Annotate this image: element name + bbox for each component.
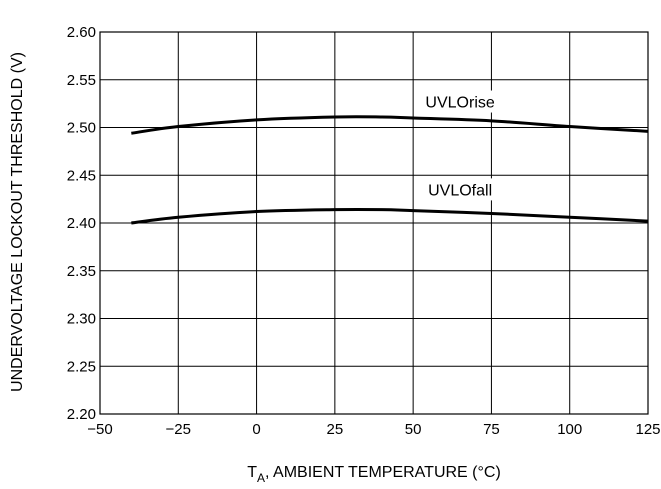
grid [100,32,648,414]
y-tick-label: 2.25 [67,358,96,375]
y-tick-label: 2.60 [67,24,96,41]
series-line-UVLOrise [131,115,649,135]
x-tick-label: −50 [87,421,112,438]
series-label-UVLOfall: UVLOfall [428,182,492,199]
x-axis-title: TA, AMBIENT TEMPERATURE (°C) [247,464,501,485]
series-labels: UVLOrise UVLOfall [418,90,503,201]
y-tick-label: 2.40 [67,215,96,232]
series-label-bg [418,90,503,113]
x-tick-label: 100 [557,421,582,438]
series-group [131,115,649,225]
x-tick-label: 50 [405,421,422,438]
y-tick-label: 2.30 [67,311,96,328]
y-tick-label: 2.45 [67,167,96,184]
y-tick-label: 2.35 [67,263,96,280]
series-line-UVLOfall [131,207,649,225]
x-tick-label: 25 [327,421,344,438]
series-label-UVLOrise: UVLOrise [425,95,494,112]
y-tick-label: 2.55 [67,72,96,89]
x-tick-label: −25 [166,421,191,438]
x-axis-ticks: −50 −25 0 25 50 75 100 125 [87,421,660,438]
x-tick-label: 0 [252,421,260,438]
y-axis-ticks: 2.20 2.25 2.30 2.35 2.40 2.45 2.50 2.55 2.60 [67,24,96,423]
y-tick-label: 2.50 [67,120,96,137]
x-tick-label: 75 [483,421,500,438]
y-tick-label: 2.20 [67,406,96,423]
plot-frame [99,31,649,415]
y-axis-title: UNDERVOLTAGE LOCKOUT THRESHOLD (V) [9,52,26,392]
x-tick-label: 125 [635,421,660,438]
series-label-bg [418,178,503,201]
